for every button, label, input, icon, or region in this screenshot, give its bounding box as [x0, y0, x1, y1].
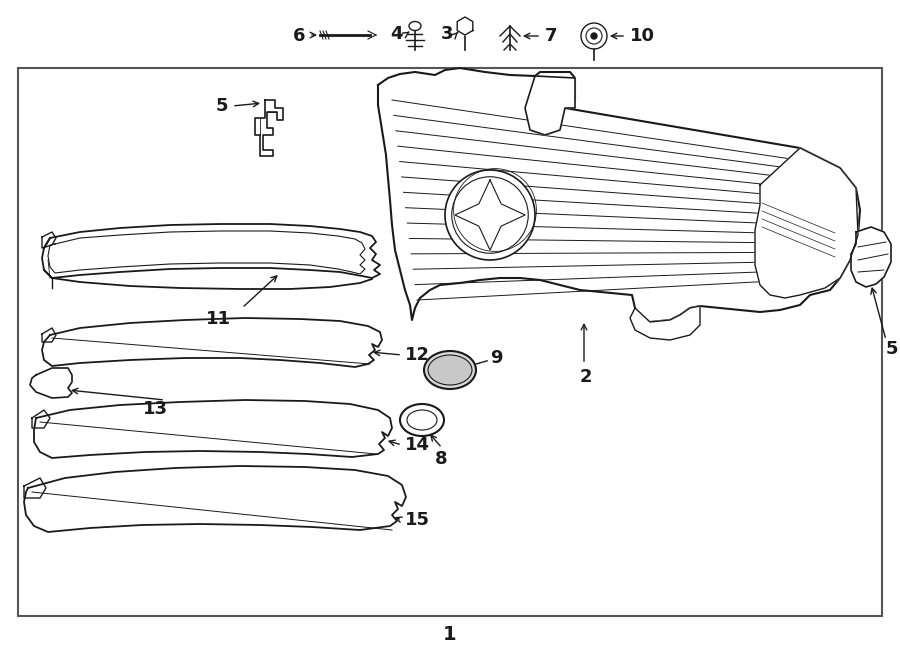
Text: 13: 13	[142, 400, 167, 418]
Polygon shape	[454, 180, 525, 250]
Polygon shape	[630, 306, 700, 340]
Polygon shape	[34, 400, 392, 458]
Circle shape	[586, 28, 602, 44]
Text: 5: 5	[886, 340, 898, 358]
Circle shape	[452, 177, 528, 254]
Text: 4: 4	[391, 25, 403, 43]
Polygon shape	[525, 76, 575, 135]
Polygon shape	[42, 318, 382, 367]
Circle shape	[581, 23, 607, 49]
Text: 7: 7	[545, 27, 557, 45]
Polygon shape	[755, 148, 858, 298]
Ellipse shape	[428, 355, 472, 385]
Text: 1: 1	[443, 626, 457, 645]
Polygon shape	[42, 224, 380, 278]
Polygon shape	[30, 368, 72, 398]
Text: 8: 8	[435, 450, 447, 468]
Polygon shape	[255, 100, 283, 156]
Ellipse shape	[409, 21, 421, 30]
Ellipse shape	[424, 351, 476, 389]
Text: 9: 9	[490, 349, 502, 367]
Polygon shape	[378, 68, 860, 322]
Text: 14: 14	[405, 436, 430, 454]
Polygon shape	[24, 466, 406, 532]
Text: 5: 5	[215, 97, 228, 115]
Text: 12: 12	[405, 346, 430, 364]
Ellipse shape	[407, 410, 437, 430]
Text: 3: 3	[440, 25, 453, 43]
Polygon shape	[457, 17, 472, 35]
Polygon shape	[48, 231, 365, 274]
Text: 15: 15	[405, 511, 430, 529]
Text: 6: 6	[292, 27, 305, 45]
Ellipse shape	[400, 404, 444, 436]
Text: 2: 2	[580, 368, 592, 386]
Bar	[18, 68, 882, 616]
Text: 11: 11	[205, 310, 230, 328]
Polygon shape	[851, 227, 891, 287]
Circle shape	[591, 33, 597, 39]
Circle shape	[445, 170, 535, 260]
Text: 10: 10	[630, 27, 655, 45]
